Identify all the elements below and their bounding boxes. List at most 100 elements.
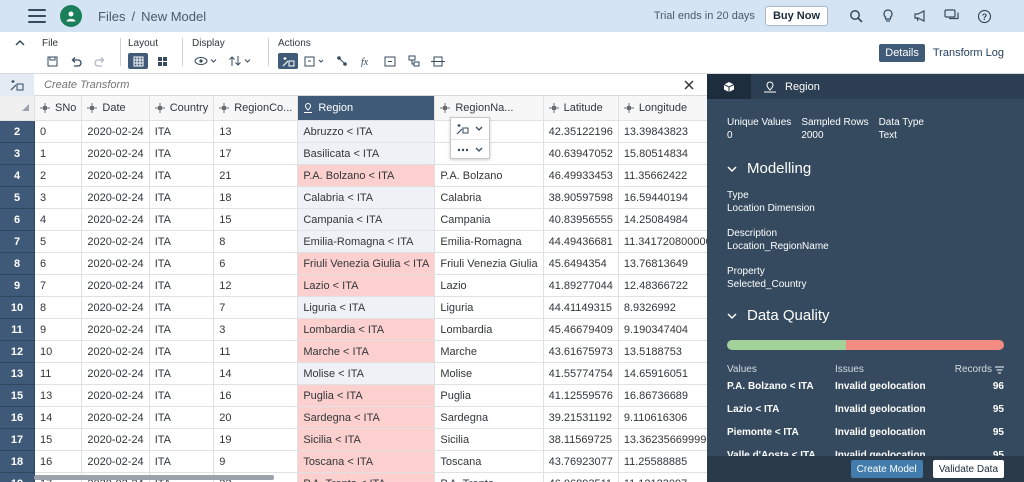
table-cell[interactable]: 45.46679409: [543, 318, 619, 341]
table-cell[interactable]: 44.49436681: [543, 230, 619, 253]
table-cell[interactable]: 9.190347404: [618, 318, 707, 341]
table-cell[interactable]: 16: [34, 450, 83, 473]
table-cell[interactable]: 2020-02-24: [81, 230, 150, 253]
data-quality-section-toggle[interactable]: Data Quality: [727, 307, 1004, 324]
tile-view-icon[interactable]: [152, 53, 172, 69]
region-cell[interactable]: Calabria < ITA: [297, 186, 436, 209]
toolbar-collapse[interactable]: [14, 38, 26, 70]
table-cell[interactable]: Emilia-Romagna: [434, 230, 544, 253]
concatenate-icon[interactable]: [380, 53, 400, 69]
table-cell[interactable]: 2020-02-24: [81, 428, 150, 451]
table-cell[interactable]: 16: [213, 384, 299, 407]
region-cell[interactable]: Molise < ITA: [297, 362, 436, 385]
region-cell[interactable]: Puglia < ITA: [297, 384, 436, 407]
table-cell[interactable]: 21: [213, 164, 299, 187]
table-cell[interactable]: 43.76923077: [543, 450, 619, 473]
table-cell[interactable]: P.A. Trento: [434, 472, 544, 482]
region-cell[interactable]: Marche < ITA: [297, 340, 436, 363]
table-cell[interactable]: 2020-02-24: [81, 208, 150, 231]
row-number[interactable]: 19: [0, 472, 35, 482]
split-icon[interactable]: [428, 53, 448, 69]
horizontal-scrollbar[interactable]: [34, 475, 274, 480]
row-number[interactable]: 8: [0, 252, 35, 275]
table-cell[interactable]: 16.86736689: [618, 384, 707, 407]
table-cell[interactable]: 13: [213, 120, 299, 143]
table-cell[interactable]: ITA: [149, 274, 215, 297]
region-cell[interactable]: Sicilia < ITA: [297, 428, 436, 451]
formula-icon[interactable]: fx: [356, 53, 376, 69]
table-cell[interactable]: ITA: [149, 450, 215, 473]
table-cell[interactable]: 20: [213, 406, 299, 429]
table-cell[interactable]: 3: [213, 318, 299, 341]
region-cell[interactable]: Lombardia < ITA: [297, 318, 436, 341]
table-cell[interactable]: ITA: [149, 406, 215, 429]
sort-dropdown[interactable]: [226, 53, 256, 69]
column-header[interactable]: Date: [81, 96, 150, 121]
row-number[interactable]: 16: [0, 406, 35, 429]
table-cell[interactable]: 15: [213, 208, 299, 231]
table-cell[interactable]: 3: [34, 186, 83, 209]
create-transform-input[interactable]: [44, 78, 679, 91]
table-cell[interactable]: 11.12123097: [618, 472, 707, 482]
menu-icon[interactable]: [28, 9, 46, 23]
table-cell[interactable]: 1: [34, 142, 83, 165]
region-cell[interactable]: Basilicata < ITA: [297, 142, 436, 165]
grid-view-icon[interactable]: [128, 53, 148, 69]
table-cell[interactable]: 40.83956555: [543, 208, 619, 231]
table-cell[interactable]: 11: [34, 362, 83, 385]
region-cell[interactable]: Campania < ITA: [297, 208, 436, 231]
help-icon[interactable]: ?: [968, 4, 1000, 28]
column-header[interactable]: SNo: [34, 96, 83, 121]
table-cell[interactable]: 42.35122196: [543, 120, 619, 143]
table-cell[interactable]: 8: [213, 230, 299, 253]
details-button[interactable]: Details: [879, 44, 925, 62]
table-cell[interactable]: 46.49933453: [543, 164, 619, 187]
row-number[interactable]: 10: [0, 296, 35, 319]
table-cell[interactable]: 2020-02-24: [81, 384, 150, 407]
table-cell[interactable]: 2020-02-24: [81, 296, 150, 319]
region-cell[interactable]: Emilia-Romagna < ITA: [297, 230, 436, 253]
table-cell[interactable]: 39.21531192: [543, 406, 619, 429]
tab-region[interactable]: Region: [763, 81, 820, 93]
table-cell[interactable]: 11.25588885: [618, 450, 707, 473]
transform-log-button[interactable]: Transform Log: [932, 47, 1004, 59]
table-cell[interactable]: 15: [34, 428, 83, 451]
column-dropdown[interactable]: [302, 53, 328, 69]
table-cell[interactable]: 2020-02-24: [81, 362, 150, 385]
table-cell[interactable]: Puglia: [434, 384, 544, 407]
table-cell[interactable]: 17: [213, 142, 299, 165]
transform-suggestion-dropdown[interactable]: [451, 118, 489, 139]
table-cell[interactable]: 14.25084984: [618, 208, 707, 231]
table-cell[interactable]: 2020-02-24: [81, 450, 150, 473]
records-header[interactable]: Records: [943, 364, 1004, 375]
column-header[interactable]: Latitude: [543, 96, 619, 121]
table-cell[interactable]: 14: [34, 406, 83, 429]
region-cell[interactable]: Sardegna < ITA: [297, 406, 436, 429]
row-number[interactable]: 13: [0, 362, 35, 385]
row-number[interactable]: 17: [0, 428, 35, 451]
cube-icon[interactable]: [707, 74, 751, 99]
undo-icon[interactable]: [66, 53, 86, 69]
column-header[interactable]: Longitude: [618, 96, 707, 121]
table-cell[interactable]: 15.80514834: [618, 142, 707, 165]
row-number[interactable]: 3: [0, 142, 35, 165]
table-cell[interactable]: ITA: [149, 208, 215, 231]
table-cell[interactable]: 40.63947052: [543, 142, 619, 165]
table-cell[interactable]: 38.90597598: [543, 186, 619, 209]
table-cell[interactable]: 8.9326992: [618, 296, 707, 319]
region-cell[interactable]: Abruzzo < ITA: [297, 120, 436, 143]
table-cell[interactable]: 19: [213, 428, 299, 451]
table-cell[interactable]: 41.89277044: [543, 274, 619, 297]
breadcrumb-files[interactable]: Files: [98, 8, 126, 24]
row-number[interactable]: 4: [0, 164, 35, 187]
column-header[interactable]: RegionCo...: [213, 96, 299, 121]
modelling-section-toggle[interactable]: Modelling: [727, 160, 1004, 177]
table-cell[interactable]: 41.12559576: [543, 384, 619, 407]
table-cell[interactable]: 14: [213, 362, 299, 385]
table-cell[interactable]: 2020-02-24: [81, 164, 150, 187]
table-cell[interactable]: ITA: [149, 296, 215, 319]
table-cell[interactable]: 9: [34, 318, 83, 341]
region-cell[interactable]: P.A. Bolzano < ITA: [297, 164, 436, 187]
table-cell[interactable]: 11.35662422: [618, 164, 707, 187]
